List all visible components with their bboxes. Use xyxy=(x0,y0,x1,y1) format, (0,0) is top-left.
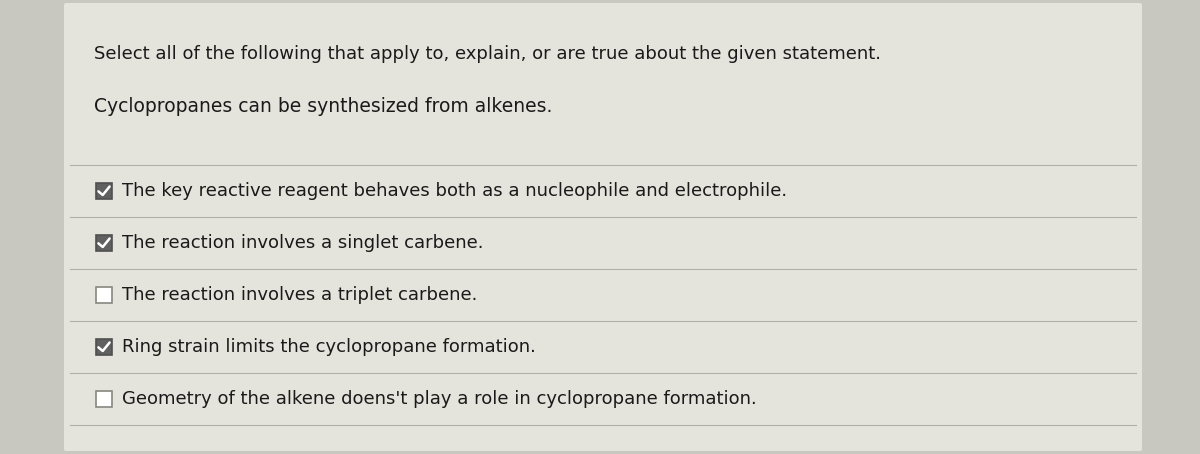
Bar xyxy=(96,287,112,303)
Text: Select all of the following that apply to, explain, or are true about the given : Select all of the following that apply t… xyxy=(94,45,881,63)
Bar xyxy=(96,391,112,407)
FancyBboxPatch shape xyxy=(64,3,1142,451)
Bar xyxy=(96,235,112,251)
Text: Geometry of the alkene doens't play a role in cyclopropane formation.: Geometry of the alkene doens't play a ro… xyxy=(122,390,757,408)
Text: The reaction involves a singlet carbene.: The reaction involves a singlet carbene. xyxy=(122,234,484,252)
Text: The reaction involves a triplet carbene.: The reaction involves a triplet carbene. xyxy=(122,286,478,304)
Text: Ring strain limits the cyclopropane formation.: Ring strain limits the cyclopropane form… xyxy=(122,338,536,356)
Text: The key reactive reagent behaves both as a nucleophile and electrophile.: The key reactive reagent behaves both as… xyxy=(122,182,787,200)
Bar xyxy=(96,339,112,355)
Bar xyxy=(96,183,112,199)
Text: Cyclopropanes can be synthesized from alkenes.: Cyclopropanes can be synthesized from al… xyxy=(94,97,552,116)
